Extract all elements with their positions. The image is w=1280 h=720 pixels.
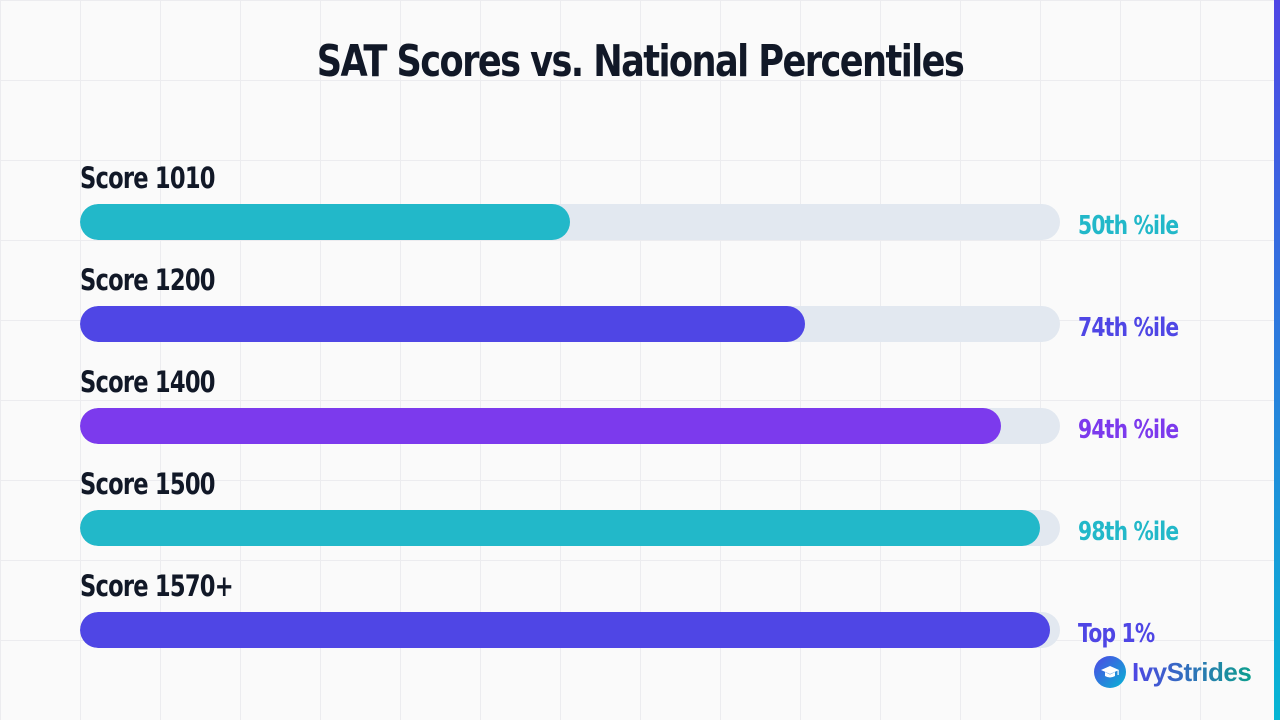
bar-track	[80, 306, 1060, 342]
bar-row: Score 1400 94th %ile	[0, 362, 1280, 458]
bar-row: Score 1200 74th %ile	[0, 260, 1280, 356]
bar-track	[80, 204, 1060, 240]
bar-row: Score 1570+ Top 1%	[0, 566, 1280, 662]
chart-title: SAT Scores vs. National Percentiles	[316, 36, 965, 87]
bar-row: Score 1010 50th %ile	[0, 158, 1280, 254]
bar-category-label: Score 1570+	[80, 569, 234, 603]
bar	[80, 306, 805, 342]
brand-logo: IvyStrides	[1094, 655, 1252, 689]
bar-category-label: Score 1200	[80, 263, 216, 297]
bar-value-label: 98th %ile	[1078, 517, 1179, 547]
bar-track	[80, 408, 1060, 444]
bar	[80, 204, 570, 240]
bar-value-label: Top 1%	[1078, 619, 1155, 649]
bar-value-label: 94th %ile	[1078, 415, 1179, 445]
bar-track	[80, 612, 1060, 648]
bar-track	[80, 510, 1060, 546]
bar-value-label: 50th %ile	[1078, 211, 1179, 241]
edge-accent-stripe	[1274, 0, 1280, 720]
bar-category-label: Score 1010	[80, 161, 216, 195]
bar-value-label: 74th %ile	[1078, 313, 1179, 343]
bar-category-label: Score 1500	[80, 467, 216, 501]
bar	[80, 408, 1001, 444]
graduation-cap-icon	[1094, 656, 1126, 688]
bar-category-label: Score 1400	[80, 365, 216, 399]
bar	[80, 612, 1050, 648]
brand-name: IvyStrides	[1132, 657, 1252, 687]
bar	[80, 510, 1040, 546]
bar-row: Score 1500 98th %ile	[0, 464, 1280, 560]
